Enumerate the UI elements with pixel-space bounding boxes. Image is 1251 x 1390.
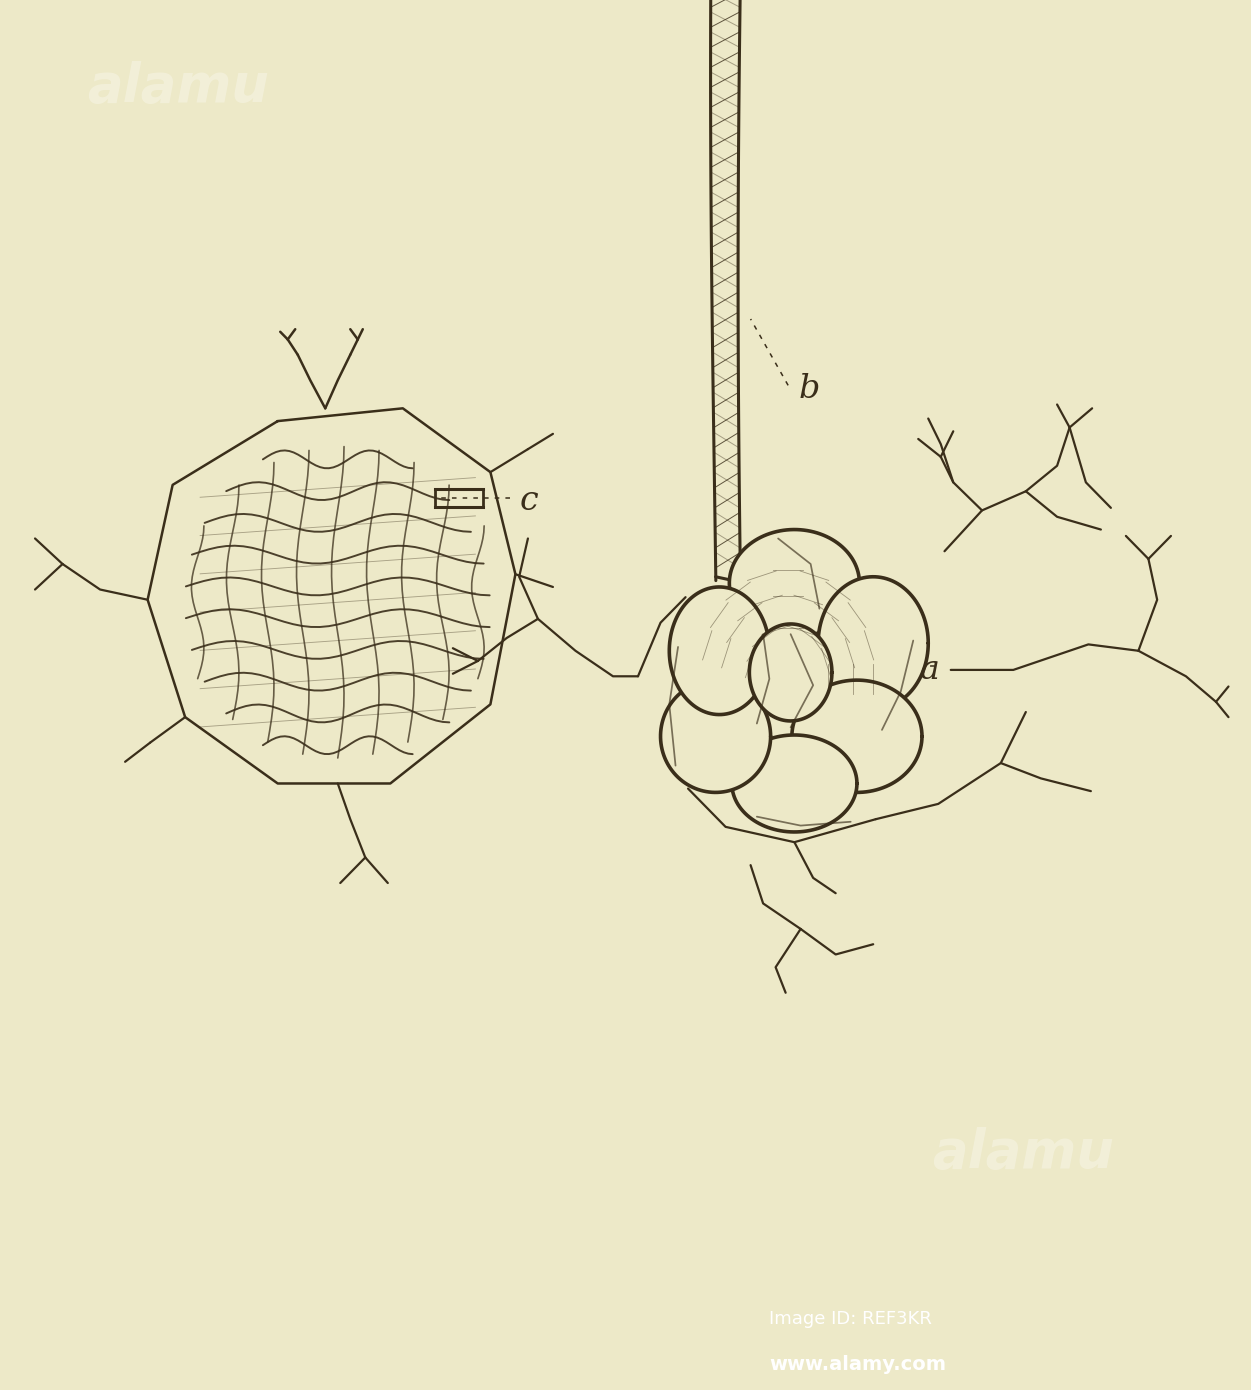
Text: c: c xyxy=(519,485,538,517)
Text: www.alamy.com: www.alamy.com xyxy=(769,1355,946,1375)
Polygon shape xyxy=(669,587,769,714)
Polygon shape xyxy=(732,735,857,833)
Polygon shape xyxy=(749,624,832,721)
Polygon shape xyxy=(661,680,771,792)
Text: alamu: alamu xyxy=(932,1126,1113,1179)
Text: a: a xyxy=(919,653,940,685)
Text: b: b xyxy=(798,373,819,406)
Polygon shape xyxy=(792,680,922,792)
Text: alamu: alamu xyxy=(88,61,269,113)
Text: Image ID: REF3KR: Image ID: REF3KR xyxy=(769,1311,932,1329)
Polygon shape xyxy=(729,530,859,637)
Polygon shape xyxy=(818,577,928,709)
